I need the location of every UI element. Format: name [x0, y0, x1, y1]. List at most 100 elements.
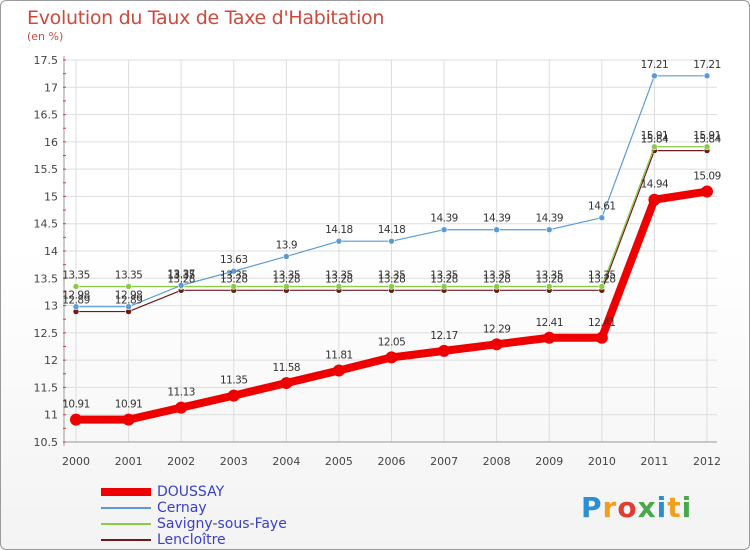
data-point-savigny-sous-faye — [651, 143, 658, 151]
x-tick-label: 2009 — [535, 455, 563, 468]
data-point-doussay — [332, 364, 345, 377]
data-label-doussay: 12.41 — [535, 317, 563, 329]
data-label-lenclo-tre: 15.84 — [641, 134, 669, 146]
x-tick-label: 2000 — [62, 455, 90, 468]
data-point-cernay — [598, 214, 606, 222]
legend-label-doussay: DOUSSAY — [157, 484, 225, 500]
data-label-lenclo-tre: 13.28 — [220, 273, 248, 285]
y-tick-label: 11.5 — [34, 381, 59, 394]
data-label-savigny-sous-faye: 13.35 — [62, 269, 90, 281]
data-label-doussay: 10.91 — [62, 399, 90, 411]
data-label-cernay: 14.39 — [535, 213, 563, 225]
x-tick-label: 2003 — [220, 455, 248, 468]
data-point-doussay — [70, 413, 82, 426]
data-point-savigny-sous-faye — [545, 283, 553, 290]
data-label-doussay: 11.81 — [325, 350, 353, 362]
y-tick-label: 15 — [44, 190, 58, 203]
y-tick-label: 12 — [44, 354, 58, 367]
data-label-cernay: 14.61 — [588, 201, 616, 213]
chart-title: Evolution du Taux de Taxe d'Habitation — [27, 7, 385, 29]
data-label-savigny-sous-faye: 15.91 — [693, 130, 721, 142]
data-label-savigny-sous-faye: 13.35 — [430, 269, 458, 281]
data-label-doussay: 12.29 — [483, 323, 511, 335]
data-point-doussay — [175, 401, 188, 414]
data-point-savigny-sous-faye — [703, 143, 711, 151]
data-label-doussay: 15.09 — [693, 171, 721, 183]
data-label-cernay: 13.9 — [276, 239, 297, 251]
data-label-cernay: 14.18 — [378, 224, 406, 236]
data-label-cernay: 14.39 — [483, 213, 511, 225]
legend-swatch-doussay — [101, 488, 151, 496]
data-label-savigny-sous-faye: 13.35 — [273, 269, 301, 281]
data-label-cernay: 12.98 — [115, 290, 143, 302]
data-label-doussay: 12.41 — [588, 317, 616, 329]
data-point-savigny-sous-faye — [493, 283, 500, 290]
data-point-cernay — [230, 267, 238, 275]
y-tick-label: 16.5 — [34, 109, 59, 122]
x-tick-label: 2012 — [693, 455, 721, 468]
data-label-savigny-sous-faye: 13.35 — [115, 269, 143, 281]
data-label-doussay: 11.35 — [220, 375, 248, 387]
data-label-doussay: 11.13 — [167, 387, 195, 399]
x-tick-label: 2004 — [272, 455, 300, 468]
data-label-doussay: 14.94 — [641, 179, 669, 191]
data-point-cernay — [388, 237, 395, 245]
data-label-lenclo-tre: 13.28 — [535, 273, 563, 285]
data-point-savigny-sous-faye — [72, 283, 80, 290]
data-point-savigny-sous-faye — [598, 283, 606, 290]
data-point-cernay — [335, 237, 343, 245]
data-point-cernay — [703, 72, 711, 80]
logo-letter: i — [681, 491, 693, 524]
data-point-cernay — [440, 226, 448, 234]
data-point-cernay — [283, 253, 290, 260]
data-point-savigny-sous-faye — [125, 283, 132, 290]
data-point-doussay — [543, 331, 556, 344]
data-point-cernay — [125, 303, 132, 310]
data-label-cernay: 13.37 — [167, 268, 195, 280]
data-point-doussay — [595, 331, 608, 344]
logo-letter: x — [637, 491, 657, 524]
data-point-cernay — [177, 282, 185, 289]
data-point-savigny-sous-faye — [230, 283, 238, 290]
y-tick-label: 15.5 — [34, 163, 59, 176]
y-tick-label: 14.5 — [34, 218, 59, 231]
legend-swatch-savigny-sous-faye — [101, 523, 151, 525]
data-label-doussay: 10.91 — [115, 399, 143, 411]
legend-swatch-lenclo-tre — [101, 539, 151, 541]
y-tick-label: 10.5 — [34, 436, 59, 449]
data-label-lenclo-tre: 12.89 — [62, 295, 90, 307]
data-label-doussay: 12.17 — [430, 330, 458, 342]
data-point-cernay — [651, 72, 658, 80]
legend-label-savigny-sous-faye: Savigny-sous-Faye — [157, 516, 287, 532]
x-tick-label: 2001 — [115, 455, 143, 468]
data-label-cernay: 12.98 — [62, 290, 90, 302]
x-tick-label: 2010 — [588, 455, 616, 468]
data-label-lenclo-tre: 15.84 — [693, 134, 721, 146]
x-tick-label: 2007 — [430, 455, 458, 468]
y-tick-label: 13.5 — [34, 272, 59, 285]
y-tick-label: 14 — [44, 245, 58, 258]
data-point-doussay — [438, 344, 451, 357]
data-label-savigny-sous-faye: 15.91 — [641, 130, 669, 142]
data-point-savigny-sous-faye — [440, 283, 448, 290]
y-tick-label: 12.5 — [34, 327, 59, 340]
data-label-doussay: 12.05 — [378, 336, 406, 348]
data-label-cernay: 17.21 — [641, 59, 669, 71]
y-tick-label: 11 — [44, 409, 58, 422]
legend-label-lenclo-tre: Lencloître — [157, 532, 226, 548]
data-label-cernay: 14.39 — [430, 213, 458, 225]
data-label-savigny-sous-faye: 13.35 — [535, 269, 563, 281]
data-point-savigny-sous-faye — [283, 283, 290, 290]
data-label-savigny-sous-faye: 13.35 — [378, 269, 406, 281]
data-point-doussay — [701, 185, 713, 198]
legend-label-cernay: Cernay — [157, 500, 207, 516]
x-tick-label: 2006 — [378, 455, 406, 468]
proxiti-logo: Proxiti — [581, 491, 692, 524]
data-point-savigny-sous-faye — [335, 283, 343, 290]
x-tick-label: 2005 — [325, 455, 353, 468]
logo-letter: i — [656, 491, 668, 524]
data-point-doussay — [227, 389, 240, 402]
data-point-cernay — [493, 226, 500, 234]
